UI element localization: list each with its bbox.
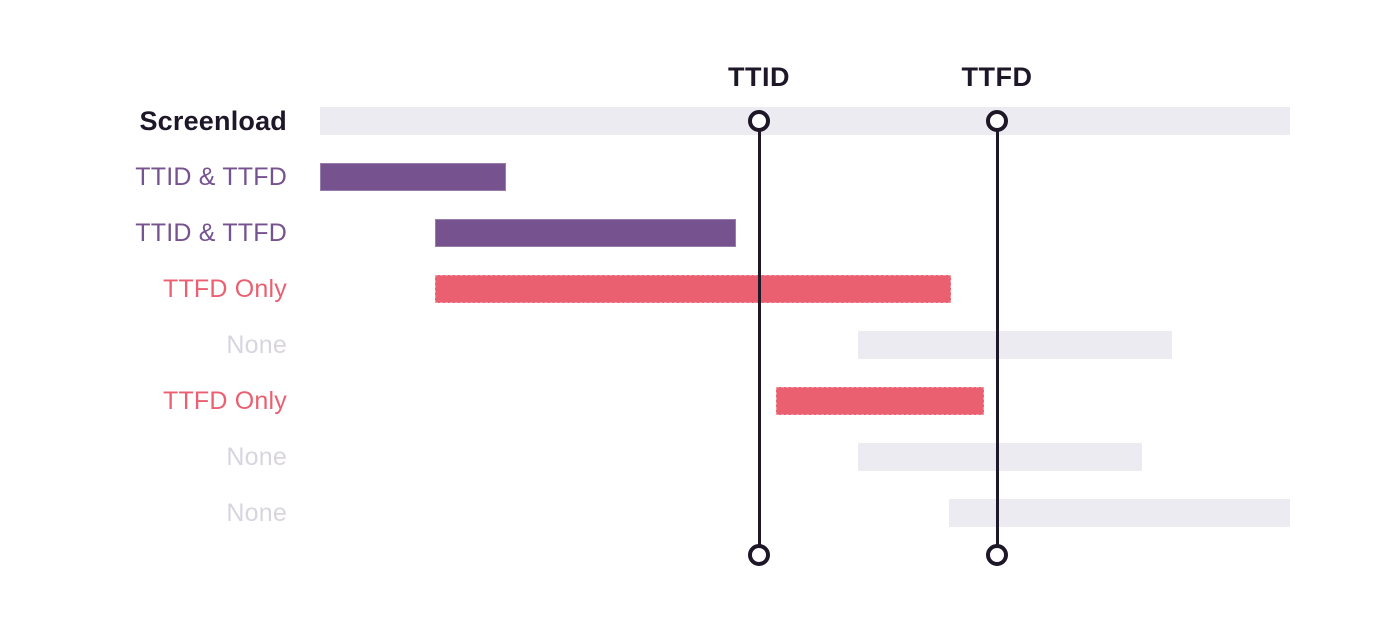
- marker-dot-ttfd-bottom: [986, 544, 1008, 566]
- span-bar-ttid_ttfd: [320, 163, 506, 191]
- row-label-none: None: [226, 499, 287, 527]
- marker-dot-ttid-top: [748, 110, 770, 132]
- row-label-none: None: [226, 331, 287, 359]
- span-bar-none: [858, 443, 1142, 471]
- span-bar-screenload: [320, 107, 1290, 135]
- marker-line-ttfd: [995, 121, 999, 555]
- row-label-none: None: [226, 443, 287, 471]
- marker-label-ttid: TTID: [728, 62, 790, 92]
- marker-dot-ttfd-top: [986, 110, 1008, 132]
- row-label-ttid_ttfd: TTID & TTFD: [135, 163, 287, 191]
- span-bar-none: [858, 331, 1172, 359]
- marker-line-ttid: [757, 121, 761, 555]
- marker-label-ttfd: TTFD: [961, 62, 1033, 92]
- marker-dot-ttid-bottom: [748, 544, 770, 566]
- span-bar-none: [949, 499, 1290, 527]
- row-label-screenload: Screenload: [139, 106, 287, 136]
- span-bar-ttfd_only: [435, 275, 951, 303]
- row-label-ttfd_only: TTFD Only: [162, 275, 287, 303]
- span-bar-ttfd_only: [776, 387, 984, 415]
- row-label-ttid_ttfd: TTID & TTFD: [135, 219, 287, 247]
- span-bar-ttid_ttfd: [435, 219, 736, 247]
- row-label-ttfd_only: TTFD Only: [162, 387, 287, 415]
